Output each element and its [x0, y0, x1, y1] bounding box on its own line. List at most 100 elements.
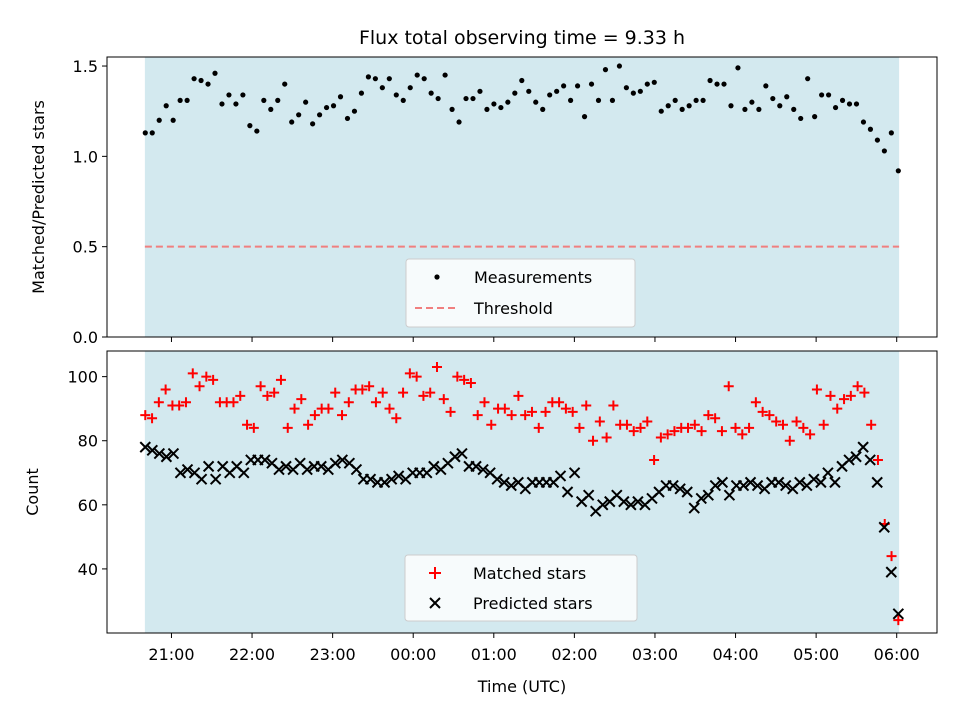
predicted-star-point [737, 479, 750, 492]
measurement-point [588, 81, 595, 87]
predicted-star-point [238, 467, 250, 479]
measurement-point [149, 130, 155, 136]
measurement-point [721, 81, 727, 87]
matched-star-point [337, 410, 348, 421]
predicted-star-point [315, 460, 327, 473]
predicted-star-point [392, 470, 405, 482]
matched-star-point [696, 426, 707, 437]
measurement-point [316, 112, 323, 118]
predicted-star-point [681, 486, 693, 498]
predicted-star-point [167, 447, 180, 460]
matched-star-point [248, 422, 259, 433]
matched-star-point [744, 422, 755, 433]
measurement-point [714, 81, 720, 87]
measurement-point [540, 106, 546, 112]
measurement-point [812, 114, 818, 120]
measurement-point [791, 106, 797, 112]
y-tick-label: 80 [78, 432, 98, 451]
measurement-point [393, 92, 399, 98]
matched-star-point [859, 387, 870, 398]
measurement-point [595, 97, 602, 103]
measurement-point [219, 101, 225, 107]
count-legend-box [404, 554, 638, 622]
measurement-point [519, 77, 525, 84]
measurement-point [289, 119, 295, 125]
measurement-point [142, 130, 148, 136]
predicted-star-point [625, 499, 637, 511]
y-tick-label: 40 [78, 560, 98, 579]
matched-star-point [581, 400, 592, 411]
x-tick-label: 21:00 [148, 645, 194, 664]
measurement-point [386, 76, 392, 82]
matched-star-point [716, 426, 727, 437]
predicted-star-point [195, 473, 208, 485]
x-tick-label: 05:00 [793, 645, 839, 664]
x-axis-label: Time (UTC) [477, 677, 566, 696]
matched-star-point [445, 406, 456, 417]
predicted-star-point [273, 463, 285, 476]
measurement-point [860, 119, 867, 125]
predicted-star-point [153, 447, 166, 460]
matched-star-point [886, 551, 897, 562]
predicted-star-point [667, 479, 679, 492]
matched-star-point [296, 394, 307, 405]
matched-star-point [452, 371, 463, 382]
matched-star-point [242, 419, 253, 430]
measurement-point [742, 106, 748, 112]
measurement-point [268, 106, 274, 112]
chart-title: Flux total observing time = 9.33 h [359, 27, 685, 49]
measurement-point [351, 108, 358, 114]
matched-star-point [866, 419, 877, 430]
matched-star-point [180, 397, 191, 408]
measurement-point [561, 83, 567, 89]
y-tick-label: 100 [67, 368, 98, 387]
matched-star-point [872, 454, 883, 465]
predicted-star-point [259, 454, 271, 466]
measurement-point [184, 97, 190, 103]
predicted-star-point [385, 473, 398, 485]
measurement-point [170, 117, 176, 123]
measurement-point [735, 65, 741, 71]
matched-stars-points [140, 362, 904, 626]
predicted-star-point [702, 489, 715, 501]
legend-predicted-label: Predicted stars [473, 594, 593, 613]
predicted-star-point [822, 467, 834, 479]
measurement-point [651, 79, 657, 85]
matched-star-point [689, 419, 700, 430]
legend-measurements-marker [434, 274, 440, 280]
measurement-point [505, 99, 511, 105]
measurement-point [421, 76, 427, 82]
measurement-point [323, 104, 330, 111]
matched-star-point [750, 397, 761, 408]
measurement-point [805, 76, 811, 82]
matched-star-point [845, 390, 856, 401]
predicted-star-point [716, 476, 729, 489]
measurement-point [484, 106, 490, 112]
measurement-point [296, 112, 302, 118]
predicted-star-point [871, 476, 883, 489]
ratio-x-ticks [170, 337, 898, 342]
y-tick-label: 1.0 [73, 147, 98, 166]
matched-star-point [737, 429, 748, 440]
matched-star-point [757, 406, 768, 417]
legend-matched-label: Matched stars [473, 564, 586, 583]
measurement-point [330, 103, 337, 109]
matched-star-point [459, 374, 470, 385]
matched-star-point [703, 410, 714, 421]
matched-star-point [608, 400, 619, 411]
measurement-point [337, 94, 344, 100]
matched-star-point [723, 381, 734, 392]
measurement-point [212, 70, 218, 76]
predicted-star-point [744, 476, 757, 489]
measurement-point [163, 103, 169, 109]
matched-star-point [628, 426, 639, 437]
measurement-point [428, 90, 434, 96]
matched-star-point [153, 397, 164, 408]
y-tick-label: 0.5 [73, 238, 98, 257]
measurement-point [574, 83, 581, 89]
count-y-axis-label: Count [23, 468, 42, 516]
matched-star-point [289, 403, 300, 414]
measurement-point [686, 103, 692, 109]
measurement-point [512, 90, 518, 96]
